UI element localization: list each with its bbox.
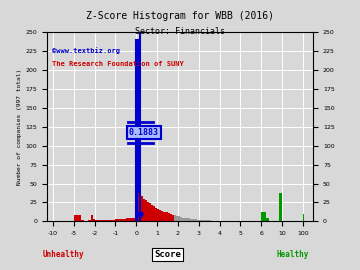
- Text: Sector: Financials: Sector: Financials: [135, 27, 225, 36]
- Text: 0.1883: 0.1883: [129, 128, 159, 137]
- Bar: [126, 218, 131, 221]
- Bar: [208, 220, 211, 221]
- Bar: [261, 212, 264, 221]
- Bar: [121, 219, 126, 221]
- Bar: [197, 220, 199, 221]
- Bar: [303, 214, 304, 221]
- Bar: [149, 203, 151, 221]
- Bar: [159, 210, 161, 221]
- Bar: [151, 205, 153, 221]
- Bar: [74, 215, 81, 221]
- Bar: [100, 220, 105, 221]
- Text: Unhealthy: Unhealthy: [42, 250, 84, 259]
- Bar: [178, 216, 180, 221]
- Bar: [131, 218, 136, 221]
- Bar: [155, 208, 157, 221]
- Bar: [186, 218, 188, 221]
- Bar: [157, 208, 159, 221]
- Y-axis label: Number of companies (997 total): Number of companies (997 total): [17, 69, 22, 185]
- Bar: [194, 219, 197, 221]
- Bar: [184, 218, 186, 221]
- Bar: [105, 220, 110, 221]
- Text: Score: Score: [154, 250, 181, 259]
- Bar: [93, 219, 95, 221]
- Bar: [170, 214, 172, 221]
- Bar: [140, 197, 143, 221]
- Bar: [264, 212, 266, 221]
- Bar: [116, 219, 121, 221]
- Bar: [167, 213, 170, 221]
- Bar: [81, 220, 84, 221]
- Bar: [266, 218, 269, 221]
- Bar: [190, 219, 193, 221]
- Bar: [193, 219, 194, 221]
- Bar: [88, 220, 91, 221]
- Bar: [172, 215, 174, 221]
- Text: The Research Foundation of SUNY: The Research Foundation of SUNY: [52, 61, 184, 67]
- Bar: [279, 193, 282, 221]
- Bar: [176, 216, 178, 221]
- Text: ©www.textbiz.org: ©www.textbiz.org: [52, 48, 120, 55]
- Bar: [153, 206, 155, 221]
- Bar: [110, 220, 116, 221]
- Text: Z-Score Histogram for WBB (2016): Z-Score Histogram for WBB (2016): [86, 11, 274, 21]
- Bar: [138, 193, 140, 221]
- Bar: [91, 215, 93, 221]
- Bar: [202, 220, 205, 221]
- Bar: [205, 220, 208, 221]
- Bar: [161, 211, 163, 221]
- Bar: [136, 40, 138, 221]
- Bar: [199, 220, 202, 221]
- Bar: [163, 212, 166, 221]
- Bar: [182, 218, 184, 221]
- Bar: [143, 199, 145, 221]
- Bar: [95, 220, 100, 221]
- Bar: [180, 217, 182, 221]
- Bar: [147, 202, 149, 221]
- Bar: [188, 218, 190, 221]
- Bar: [145, 200, 147, 221]
- Bar: [174, 215, 176, 221]
- Bar: [166, 212, 167, 221]
- Text: Healthy: Healthy: [276, 250, 309, 259]
